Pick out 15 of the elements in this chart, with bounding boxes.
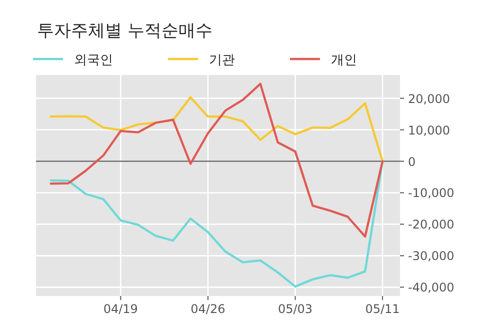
y-tick-label: -10,000 — [408, 186, 454, 200]
y-tick-label: 10,000 — [408, 123, 450, 138]
y-tick-label: -20,000 — [408, 218, 454, 232]
legend-label: 개인 — [331, 53, 357, 68]
legend-label: 기관 — [209, 53, 235, 68]
x-tick-label: 04/26 — [190, 302, 226, 316]
x-tick-label: 05/03 — [278, 302, 313, 316]
x-tick-label: 04/19 — [103, 302, 138, 316]
x-tick-label: 05/11 — [365, 302, 400, 316]
y-tick-label: -40,000 — [408, 280, 454, 295]
chart-title: 투자주체별 누적순매수 — [37, 21, 212, 41]
y-tick-label: 20,000 — [408, 92, 450, 106]
y-tick-label: -30,000 — [408, 249, 454, 264]
legend-label: 외국인 — [74, 53, 113, 68]
y-tick-label: 0 — [408, 154, 416, 169]
